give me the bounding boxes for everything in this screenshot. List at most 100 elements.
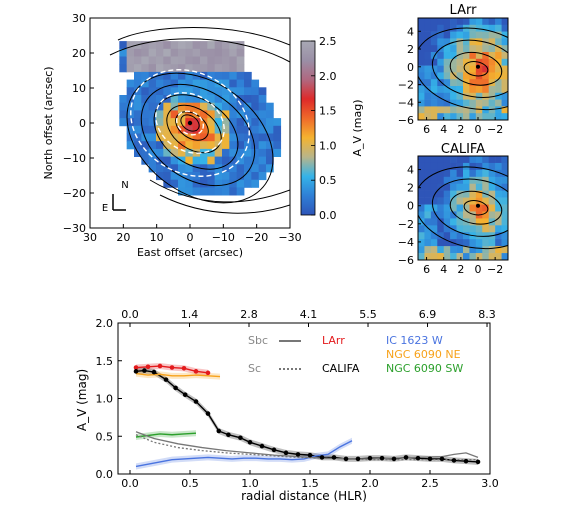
profile-top-tick-label: 4.1 (300, 308, 318, 321)
inset-pixel (463, 113, 470, 120)
inset-pixel (418, 65, 425, 73)
x-tick-label: −20 (245, 231, 268, 244)
map-pixel (170, 48, 179, 57)
inset-pixel (501, 65, 508, 73)
inset-pixel (482, 162, 490, 171)
inset-pixel (469, 106, 477, 114)
series-marker-califa (216, 428, 222, 434)
inset-pixel (450, 45, 457, 53)
inset-pixel (450, 92, 457, 100)
map-pixel (148, 79, 157, 88)
inset-pixel (501, 169, 508, 178)
map-pixel (214, 172, 223, 181)
inset-x-tick-label: 4 (440, 263, 447, 276)
inset-y-tick-label: 4 (407, 164, 414, 177)
map-pixel (207, 95, 216, 104)
map-pixel (229, 87, 238, 96)
map-pixel (163, 41, 172, 50)
map-pixel (141, 56, 150, 65)
map-pixel (126, 141, 135, 150)
map-pixel (222, 179, 230, 188)
profile-y-tick-label: 1.0 (96, 393, 114, 406)
map-pixel (170, 79, 179, 88)
inset-larr-contours (418, 27, 508, 111)
map-pixel (163, 172, 172, 181)
map-pixel (185, 172, 194, 181)
inset-x-tick-label: −2 (487, 123, 503, 136)
map-pixel (185, 187, 194, 196)
inset-pixel (469, 239, 477, 247)
inset-pixel (430, 38, 438, 46)
map-pixel (200, 79, 208, 88)
inset-pixel (443, 31, 451, 39)
map-pixel (214, 125, 223, 134)
profile-series-lines (135, 365, 479, 468)
inset-pixel (418, 246, 425, 254)
inset-pixel (424, 58, 432, 66)
inset-pixel (501, 239, 508, 247)
inset-pixel (437, 197, 445, 205)
map-pixel (244, 71, 252, 80)
map-pixel (126, 125, 135, 134)
inset-pixel (495, 113, 502, 120)
map-pixel (163, 141, 172, 150)
inset-pixel (437, 99, 445, 107)
inset-pixel (501, 253, 508, 260)
map-pixel (185, 71, 194, 80)
compass-east-label: E (102, 203, 108, 214)
map-pixel (200, 41, 208, 50)
map-pixel (192, 48, 201, 57)
inset-pixel (443, 86, 451, 94)
map-pixel (266, 125, 274, 134)
inset-pixel (443, 204, 451, 212)
map-pixel (178, 48, 186, 57)
map-pixel (251, 164, 260, 173)
inset-pixel (495, 176, 502, 185)
inset-pixel (450, 204, 457, 212)
inset-pixel (443, 239, 451, 247)
map-pixel (185, 102, 194, 111)
map-pixel (207, 71, 216, 80)
map-pixel (207, 48, 216, 57)
inset-pixel (450, 52, 457, 60)
inset-pixel (418, 99, 425, 107)
inset-pixel (418, 211, 425, 219)
y-tick-label: 30 (72, 12, 86, 25)
inset-pixel (450, 18, 457, 26)
inset-pixel (482, 86, 490, 94)
map-pixel (214, 156, 223, 165)
inset-pixel (450, 169, 457, 178)
inset-califa-frame (417, 155, 509, 261)
inset-pixel (488, 176, 496, 185)
map-pixel (192, 156, 201, 165)
inset-pixel (430, 183, 438, 191)
inset-pixel (443, 211, 451, 219)
inset-pixel (456, 113, 464, 120)
inset-pixel (456, 58, 464, 66)
map-pixel (200, 64, 208, 73)
map-pixel (134, 41, 142, 50)
inset-pixel (488, 183, 496, 191)
inset-pixel (463, 246, 470, 254)
map-pixel (134, 71, 142, 80)
map-pixel (148, 164, 157, 173)
map-pixel (178, 102, 186, 111)
map-pixel (185, 125, 194, 134)
inset-pixel (488, 72, 496, 80)
map-pixel (273, 118, 282, 127)
map-pixel (244, 148, 252, 157)
inset-pixel (469, 169, 477, 178)
map-pixel (178, 133, 186, 142)
map-pixel (244, 164, 252, 173)
map-pixel (178, 125, 186, 134)
inset-pixel (495, 18, 502, 26)
map-pixel (156, 64, 164, 73)
contour-line (175, 111, 209, 141)
map-pixel (178, 179, 186, 188)
map-pixel (156, 133, 164, 142)
inset-pixel (443, 38, 451, 46)
inset-pixel (488, 197, 496, 205)
inset-pixel (443, 106, 451, 114)
inset-pixel (488, 99, 496, 107)
profile-x-label: radial distance (HLR) (241, 489, 367, 503)
